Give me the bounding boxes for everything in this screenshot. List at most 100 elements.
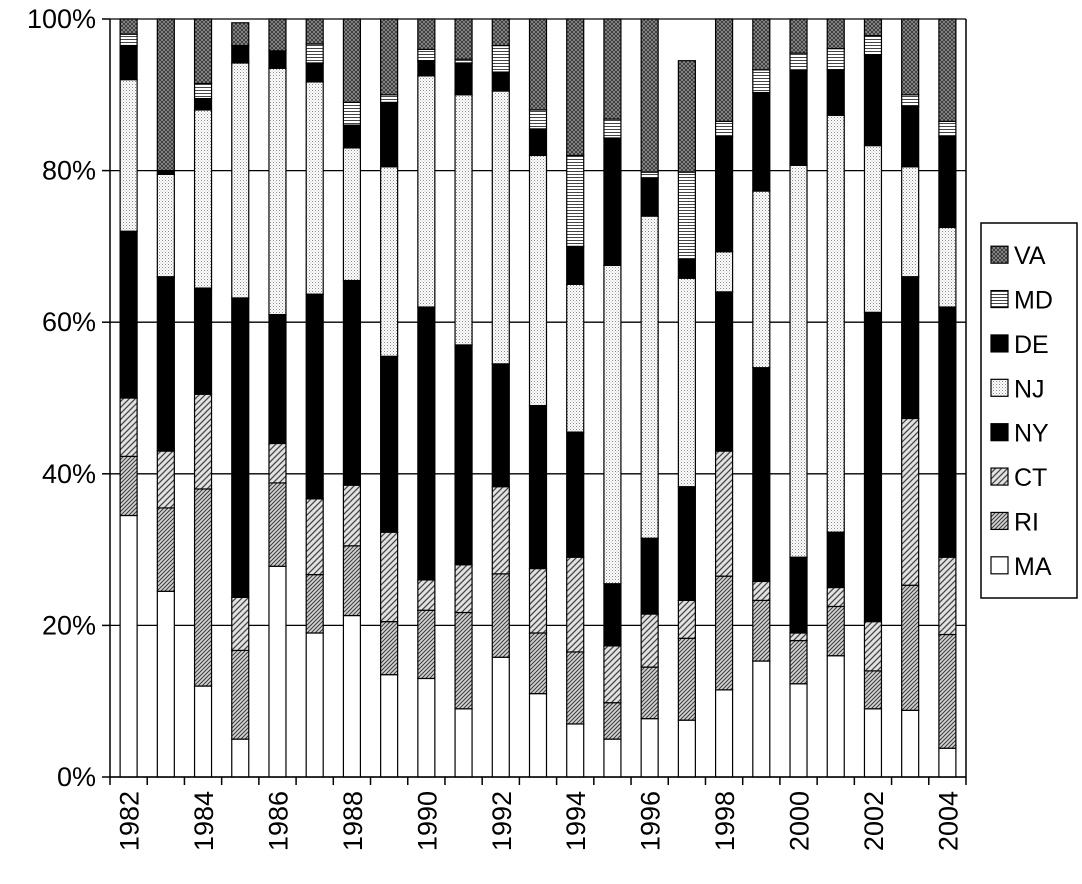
x-tick-label: 1990	[412, 791, 442, 851]
bar-segment-ri-2001	[826, 605, 845, 657]
bar-segment-ri-1999	[752, 599, 771, 662]
legend-label-ny: NY	[1014, 420, 1049, 448]
bar-segment-nj-2003	[901, 166, 920, 278]
bar-segment-ny-1984	[193, 287, 213, 395]
bar-segment-va-1997	[677, 60, 696, 173]
bar-segment-de-1995	[603, 137, 622, 266]
bar-segment-nj-2000	[789, 164, 808, 558]
bar-segment-ny-1991	[454, 344, 473, 566]
bar-segment-md-1988	[342, 101, 362, 126]
bar-segment-ny-2004	[938, 306, 957, 558]
bar-segment-ri-1994	[566, 651, 585, 725]
legend-swatch-ny	[990, 423, 1009, 442]
y-tick-label: 100%	[27, 4, 96, 34]
legend: VA MD DE NJ NY CT RI MA	[980, 222, 1078, 599]
bar-segment-ri-1988	[342, 545, 362, 617]
x-tick-label: 1996	[636, 791, 666, 851]
bar-segment-ri-1987	[305, 574, 324, 634]
bar-segment-ct-1999	[752, 580, 771, 601]
bar-segment-nj-2001	[826, 114, 845, 533]
legend-swatch-ri	[990, 511, 1009, 531]
bar-segment-md-1995	[603, 118, 622, 139]
y-tick-label: 20%	[42, 610, 96, 640]
bar-segment-md-1989	[380, 94, 399, 103]
bar-segment-de-1994	[566, 245, 585, 285]
bar-segment-ct-1996	[640, 613, 659, 668]
bar-segment-va-1996	[640, 18, 659, 173]
x-tick-label: 1984	[189, 791, 219, 851]
bar-segment-ma-1993	[528, 693, 548, 778]
bar-segment-ri-1996	[640, 666, 659, 720]
bar-segment-ma-2001	[826, 655, 845, 778]
x-axis-tick-labels: 1982 1984 1986 1988 1990 1992 1994 1996 1998 2000…	[115, 791, 964, 851]
bar-segment-ri-1984	[193, 488, 213, 687]
bar-segment-ma-1998	[714, 689, 734, 778]
bar-segment-ct-2003	[901, 417, 920, 586]
bar-segment-ri-1997	[677, 637, 696, 721]
bar-segment-de-1999	[752, 91, 771, 192]
bar-segment-nj-2002	[863, 144, 883, 313]
legend-swatch-de	[990, 334, 1009, 353]
bar-segment-ct-1984	[193, 393, 213, 490]
bar-segment-nj-1987	[305, 81, 324, 295]
bar-segment-md-2003	[901, 94, 920, 107]
bar-segment-ma-1982	[119, 514, 138, 778]
legend-box	[980, 222, 1078, 599]
bar-segment-md-1998	[714, 120, 734, 138]
bar-segment-ct-2001	[826, 586, 845, 608]
bar-segment-ct-1992	[491, 486, 510, 575]
bar-segment-de-1990	[417, 60, 436, 77]
bar-segment-ct-1987	[305, 498, 324, 576]
legend-label-va: VA	[1014, 242, 1046, 270]
bar-segment-md-1992	[491, 44, 510, 73]
bar-segment-ma-2004	[938, 747, 957, 778]
bar-segment-nj-1999	[752, 190, 771, 369]
bar-segment-de-1982	[119, 44, 138, 81]
legend-swatch-md	[990, 289, 1009, 309]
legend-label-ct: CT	[1014, 464, 1047, 492]
x-tick-label: 1992	[487, 791, 517, 851]
bar-segment-de-1984	[193, 97, 213, 111]
bar-segment-va-1994	[566, 18, 585, 157]
bar-segment-ri-1991	[454, 611, 473, 710]
bar-segment-ri-2002	[863, 670, 883, 710]
bar-segment-ri-1989	[380, 621, 399, 676]
bar-segment-ct-1989	[380, 531, 399, 623]
bar-segment-de-2000	[789, 69, 808, 166]
bar-segment-md-1994	[566, 154, 585, 248]
bar-segment-ri-1992	[491, 573, 510, 658]
bar-segment-nj-1989	[380, 166, 399, 357]
bar-segment-nj-1986	[268, 67, 287, 316]
legend-label-nj: NJ	[1014, 375, 1045, 403]
x-tick-label: 1986	[263, 791, 293, 851]
bar-segment-de-1987	[305, 62, 324, 83]
x-tick-label: 1998	[710, 791, 740, 851]
bar-segment-ri-1985	[231, 649, 250, 740]
bar-segment-ma-1987	[305, 632, 324, 778]
bar-segment-va-1991	[454, 18, 473, 60]
bar-segment-ny-2000	[789, 556, 808, 634]
bar-segment-ma-1989	[380, 674, 399, 778]
bar-segment-ri-1982	[119, 455, 138, 517]
bar-segment-ma-1984	[193, 685, 213, 778]
bar-segment-nj-1996	[640, 215, 659, 539]
bar-segment-ct-2000	[789, 632, 808, 642]
bar-segment-de-1991	[454, 62, 473, 96]
bar-segment-nj-1988	[342, 147, 362, 282]
bar-segment-md-1982	[119, 33, 138, 47]
x-tick-label: 1982	[115, 791, 145, 851]
bar-segment-ct-1985	[231, 596, 250, 652]
bar-segment-ri-1990	[417, 609, 436, 680]
bar-segment-ma-1983	[156, 590, 175, 778]
bar-segment-ma-1985	[231, 738, 250, 778]
bars	[119, 18, 957, 778]
bar-segment-ri-1983	[156, 507, 175, 592]
bar-segment-ma-1990	[417, 677, 436, 778]
bar-segment-md-1997	[677, 171, 696, 260]
bar-segment-ct-1990	[417, 579, 436, 611]
bar-segment-ct-1988	[342, 484, 362, 547]
bar-segment-va-1988	[342, 18, 362, 103]
bar-segment-ny-1995	[603, 583, 622, 647]
bar-segment-va-1999	[752, 18, 771, 71]
bar-segment-ny-1982	[119, 230, 138, 399]
